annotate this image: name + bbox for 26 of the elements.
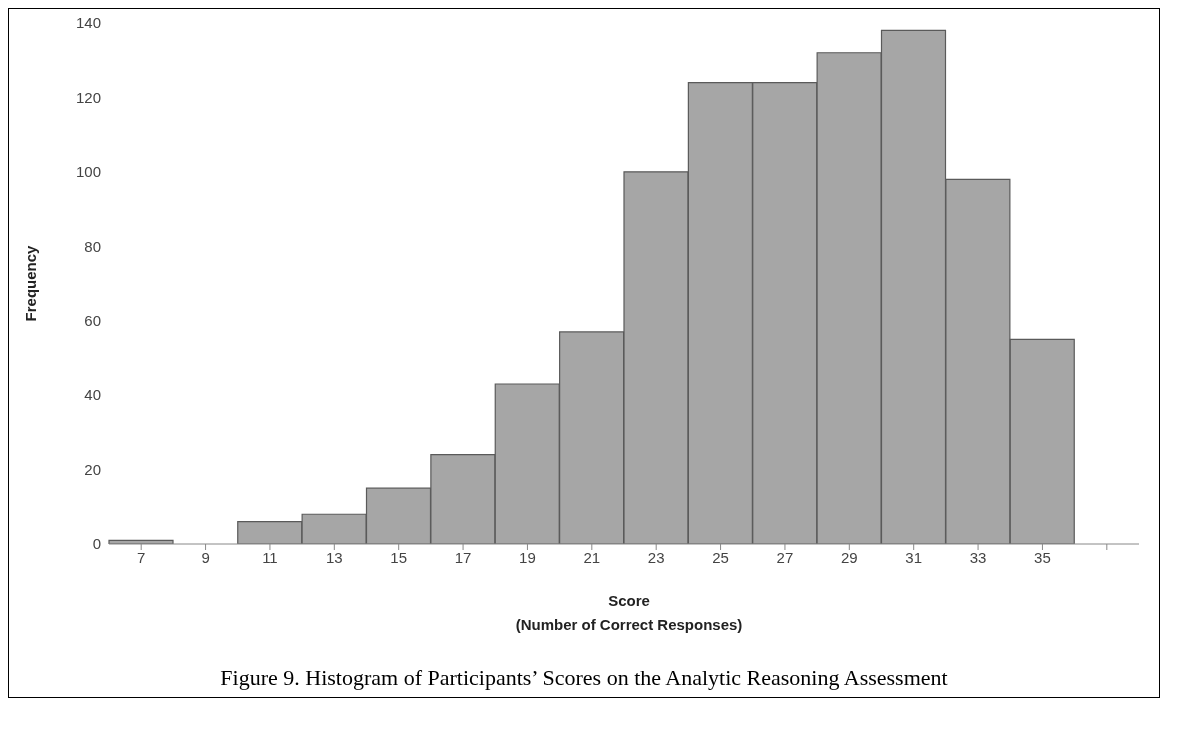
x-tick-label: 17 [454, 548, 472, 566]
x-tick-label: 19 [519, 548, 536, 566]
x-tick-label: 15 [390, 548, 408, 566]
x-tick-label: 21 [583, 548, 601, 566]
x-tick-label: 13 [325, 548, 343, 566]
x-tick-label: 31 [905, 548, 923, 566]
x-tick-label: 25 [712, 548, 729, 566]
y-tick-label: 140 [75, 14, 101, 32]
x-tick-label: 9 [201, 548, 210, 566]
x-axis-title: Score (Number of Correct Responses) [514, 591, 744, 635]
x-tick-label: 11 [262, 548, 278, 566]
y-tick-label: 80 [84, 237, 101, 255]
y-tick-label: 100 [75, 163, 101, 181]
x-tick-label: 27 [776, 548, 794, 566]
x-tick-label: 7 [137, 548, 146, 566]
x-tick-label: 35 [1034, 548, 1051, 566]
y-tick-label: 0 [92, 535, 101, 553]
x-tick-label: 29 [840, 548, 858, 566]
y-axis-title: Frequency [22, 244, 40, 322]
y-tick-label: 60 [84, 312, 101, 330]
y-tick-label: 20 [84, 460, 101, 478]
y-tick-label: 120 [75, 88, 101, 106]
y-tick-label: 40 [84, 386, 101, 404]
x-tick-label: 33 [969, 548, 987, 566]
x-tick-label: 23 [647, 548, 665, 566]
caption: Figure 9. Histogram of Participants’ Scores on the Analytic Reasoning Assessment [219, 664, 949, 692]
